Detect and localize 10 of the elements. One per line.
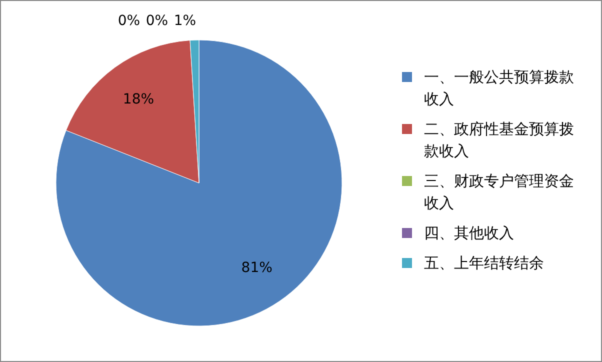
text: 0%	[118, 13, 140, 29]
data-label: 18%	[122, 92, 154, 108]
text: 0%	[146, 13, 168, 29]
legend-label: 五、上年结转结余	[424, 254, 544, 272]
data-label: 81%	[241, 260, 272, 276]
legend-label: 四、其他收入	[424, 224, 514, 242]
data-label: 1%	[174, 13, 196, 29]
legend-label: 一、一般公共预算拨款收入	[424, 68, 574, 108]
legend-label: 二、政府性基金预算拨款收入	[424, 120, 574, 160]
legend-label: 三、财政专户管理资金收入	[424, 172, 574, 212]
